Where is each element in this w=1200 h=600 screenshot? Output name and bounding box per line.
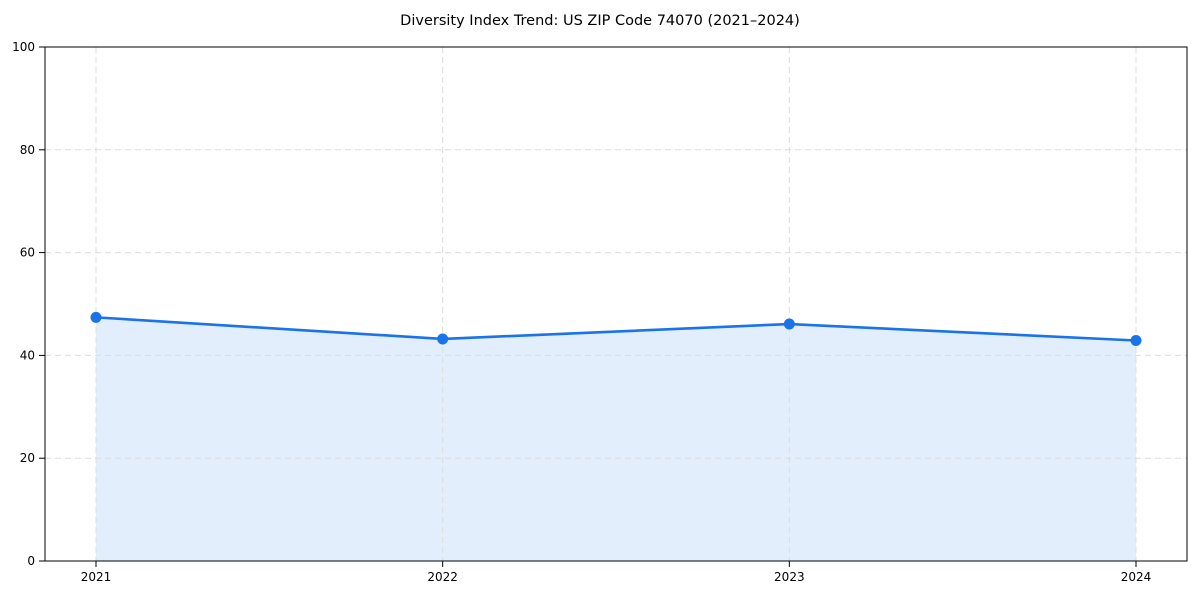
y-tick-label: 40 (20, 348, 35, 362)
x-tick-label: 2022 (427, 570, 458, 584)
y-tick-label: 0 (27, 554, 35, 568)
data-point-marker (783, 318, 795, 330)
area-fill (96, 317, 1136, 561)
data-point-marker (437, 333, 449, 345)
data-point-marker (90, 311, 102, 323)
y-tick-label: 60 (20, 246, 35, 260)
x-tick-label: 2021 (81, 570, 112, 584)
x-tick-label: 2024 (1121, 570, 1152, 584)
chart-title: Diversity Index Trend: US ZIP Code 74070… (400, 13, 800, 29)
y-tick-label: 100 (12, 40, 35, 54)
trend-line (94, 316, 1138, 342)
x-tick-label: 2023 (774, 570, 805, 584)
y-tick-label: 80 (20, 143, 35, 157)
data-point-marker (1130, 334, 1142, 346)
y-tick-label: 20 (20, 451, 35, 465)
plot-border (44, 46, 1188, 562)
